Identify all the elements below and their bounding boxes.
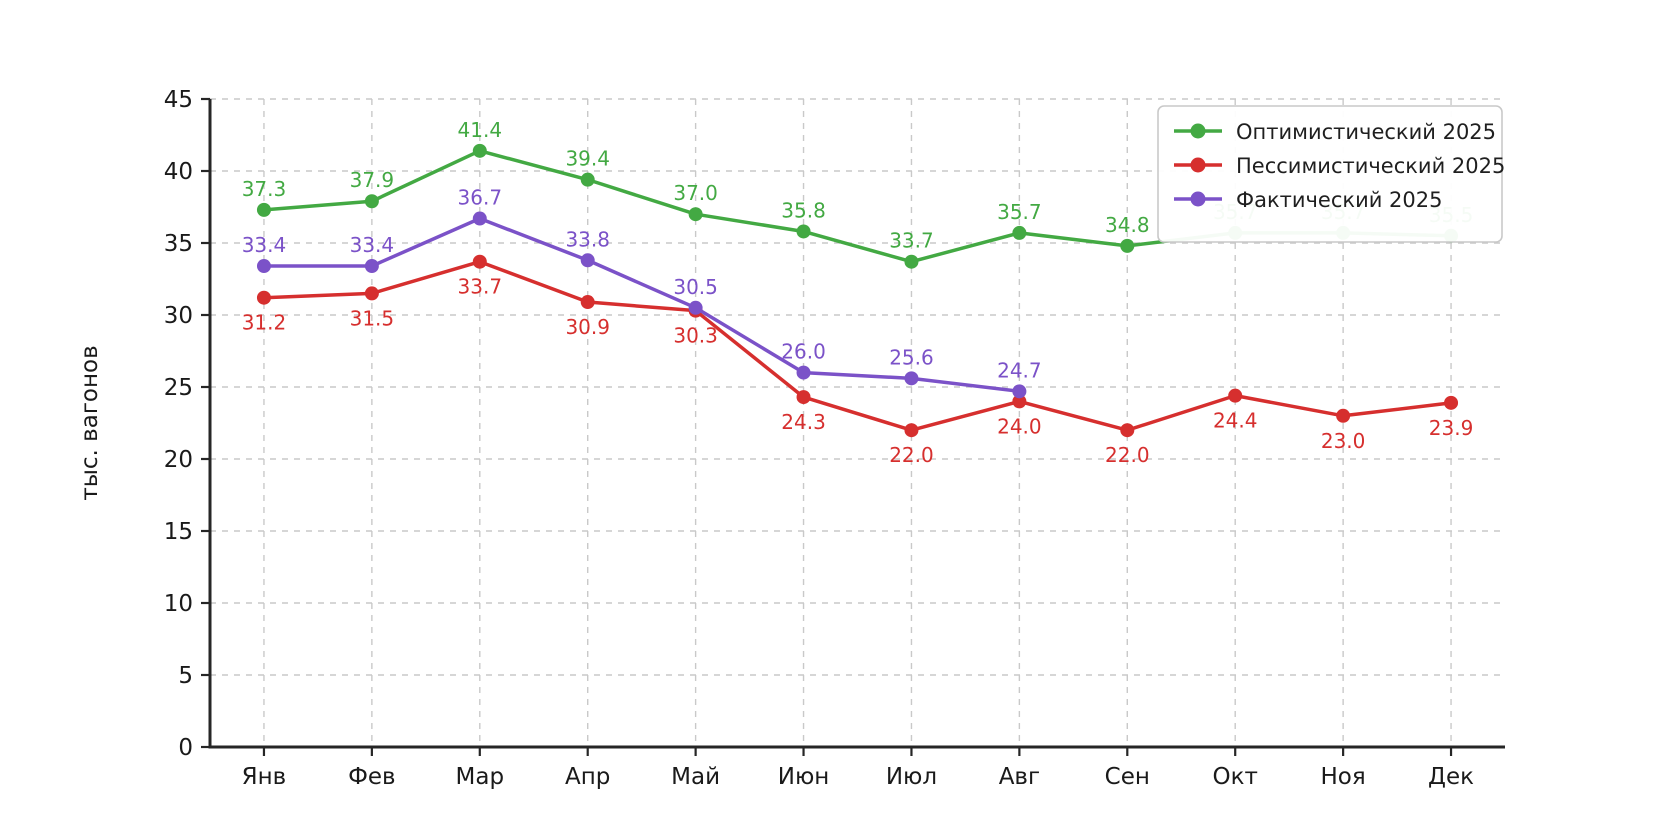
value-label: 24.0 [997,414,1042,438]
x-tick-label: Фев [348,764,396,790]
legend-swatch-marker-icon [1190,157,1206,173]
x-tick-label: Окт [1213,764,1258,790]
value-label: 36.7 [458,186,503,210]
legend: Оптимистический 2025 Пессимистический 202… [1157,105,1505,243]
x-tick-label: Апр [565,764,610,790]
data-point-marker [1444,395,1459,410]
value-label: 33.4 [350,233,395,257]
y-tick-label: 15 [164,519,193,545]
value-label: 30.5 [673,275,718,299]
data-point-marker [472,254,487,269]
data-point-marker [256,290,271,305]
value-label: 37.3 [242,177,287,201]
data-point-marker [1228,388,1243,403]
value-label: 22.0 [889,443,934,467]
legend-item: Пессимистический 2025 [1174,154,1505,178]
y-tick-label: 20 [164,447,193,473]
value-label: 23.9 [1429,416,1474,440]
data-point-marker [1120,423,1135,438]
data-point-marker [796,365,811,380]
data-point-marker [1336,408,1351,423]
y-tick-label: 45 [164,87,193,113]
value-label: 22.0 [1105,443,1150,467]
data-point-marker [364,259,379,274]
data-point-marker [364,286,379,301]
y-tick-label: 0 [178,735,193,761]
legend-item-label: Оптимистический 2025 [1236,120,1496,144]
data-point-marker [580,172,595,187]
x-tick-label: Дек [1428,764,1474,790]
data-point-marker [580,295,595,310]
legend-swatch-marker-icon [1190,191,1206,207]
x-tick-label: Май [671,764,720,790]
data-point-marker [796,224,811,239]
value-label: 33.4 [242,233,287,257]
value-label: 25.6 [889,345,934,369]
value-label: 30.3 [673,324,718,348]
x-tick-label: Июл [886,764,937,790]
y-tick-label: 10 [164,591,193,617]
legend-item-label: Пессимистический 2025 [1236,154,1505,178]
legend-item-label: Фактический 2025 [1236,188,1442,212]
y-tick-label: 35 [164,231,193,257]
y-tick-label: 40 [164,159,193,185]
series-line-2 [262,216,1022,394]
value-label: 39.4 [565,147,610,171]
value-label: 37.9 [350,168,395,192]
x-tick-label: Ноя [1321,764,1366,790]
data-point-marker [472,143,487,158]
data-point-marker [1012,384,1027,399]
data-point-marker [688,207,703,222]
data-point-marker [904,423,919,438]
value-label: 31.5 [350,306,395,330]
value-label: 35.8 [781,198,826,222]
value-label: 35.7 [997,200,1042,224]
legend-box [1157,105,1503,243]
value-label: 24.7 [997,358,1042,382]
data-point-marker [1012,225,1027,240]
data-point-marker [256,259,271,274]
legend-swatch-marker-icon [1190,123,1206,139]
data-point-marker [580,253,595,268]
data-point-marker [688,300,703,315]
value-label: 37.0 [673,181,718,205]
value-label: 34.8 [1105,213,1150,237]
data-point-marker [904,371,919,386]
value-label: 23.0 [1321,429,1366,453]
x-tick-label: Мар [456,764,505,790]
value-label: 33.7 [458,275,503,299]
value-label: 24.3 [781,410,826,434]
value-label: 33.7 [889,229,934,253]
data-point-marker [904,254,919,269]
value-label: 30.9 [565,315,610,339]
x-tick-label: Янв [242,764,287,790]
data-point-marker [1012,394,1027,409]
value-label: 24.4 [1213,409,1258,433]
legend-item: Фактический 2025 [1174,188,1442,212]
legend-item: Оптимистический 2025 [1174,120,1496,144]
value-label: 33.8 [565,227,610,251]
series-line-1 [262,259,1453,432]
value-label: 31.2 [242,311,287,335]
value-label: 41.4 [458,118,503,142]
data-point-marker [472,211,487,226]
value-label: 26.0 [781,340,826,364]
y-tick-label: 30 [164,303,193,329]
data-point-marker [364,194,379,209]
x-tick-label: Авг [999,764,1040,790]
x-tick-label: Июн [778,764,830,790]
x-tick-label: Сен [1105,764,1150,790]
data-point-marker [796,390,811,405]
y-tick-label: 25 [164,375,193,401]
y-tick-label: 5 [178,663,193,689]
data-point-marker [256,202,271,217]
y-axis-label: тыс. вагонов [77,345,103,500]
data-point-marker [1120,238,1135,253]
